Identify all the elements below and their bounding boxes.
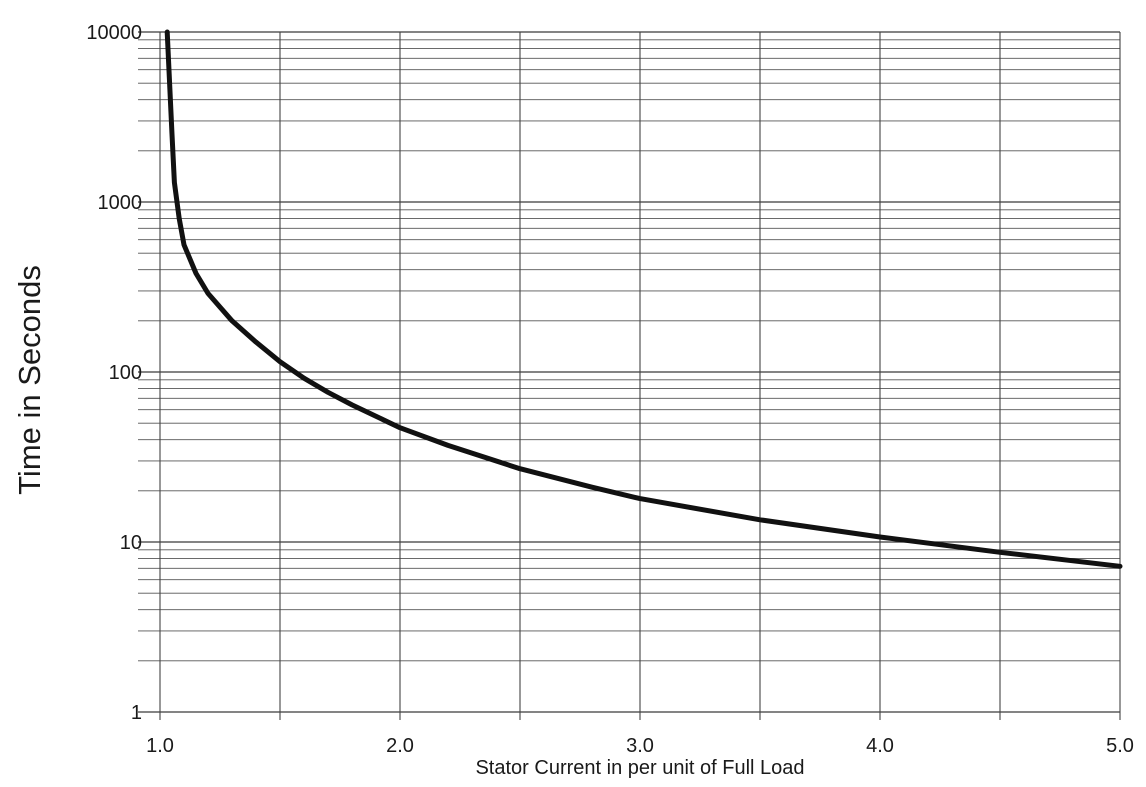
y-tick-label: 10 xyxy=(120,532,142,554)
y-tick-label: 100 xyxy=(109,362,142,384)
x-tick-labels: 1.0 2.0 3.0 4.0 5.0 xyxy=(146,735,1134,757)
y-tick-label: 10000 xyxy=(86,22,142,44)
series-line xyxy=(164,29,1123,569)
x-tick-label: 5.0 xyxy=(1106,735,1134,757)
x-tick-label: 2.0 xyxy=(386,735,414,757)
y-tick-label: 1 xyxy=(131,702,142,724)
y-tick-label: 1000 xyxy=(98,192,143,214)
y-tick-labels: 1 10 100 1000 10000 xyxy=(86,22,142,724)
x-tick-label: 4.0 xyxy=(866,735,894,757)
x-tick-label: 1.0 xyxy=(146,735,174,757)
x-axis-title: Stator Current in per unit of Full Load xyxy=(475,757,804,779)
grid xyxy=(138,31,1121,720)
series-curve-group xyxy=(164,29,1123,569)
x-tick-label: 3.0 xyxy=(626,735,654,757)
y-axis-title: Time in Seconds xyxy=(12,265,47,495)
